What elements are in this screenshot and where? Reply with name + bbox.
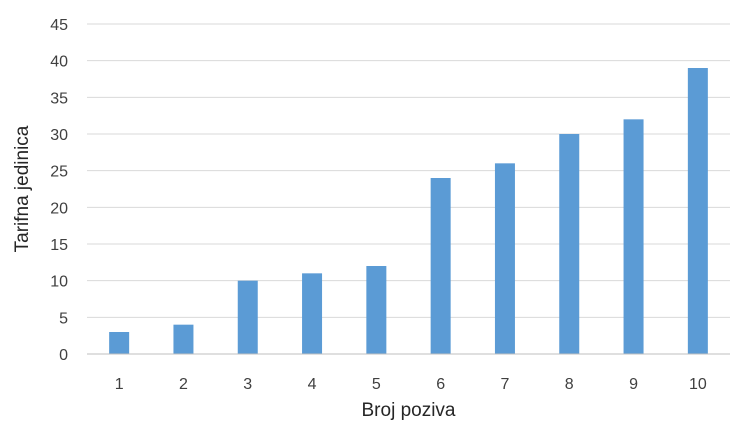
x-tick-label: 4 (308, 376, 317, 393)
gridlines (87, 23, 730, 318)
bar-3 (237, 280, 258, 354)
bar-7 (494, 163, 515, 354)
x-axis-ticks: 1 2 3 4 5 6 7 8 9 10 (115, 376, 707, 393)
y-tick-label: 15 (50, 237, 68, 254)
x-tick-label: 6 (436, 376, 445, 393)
y-tick-label: 10 (50, 274, 68, 291)
bar-1 (109, 332, 130, 354)
y-tick-label: 20 (50, 200, 68, 217)
y-tick-label: 25 (50, 164, 68, 181)
x-tick-label: 10 (689, 376, 707, 393)
bar-10 (687, 68, 708, 354)
bar-5 (366, 266, 387, 354)
x-tick-label: 9 (629, 376, 638, 393)
y-tick-label: 40 (50, 54, 68, 71)
y-tick-label: 45 (50, 17, 68, 34)
y-tick-label: 0 (59, 347, 68, 364)
x-axis-title: Broj poziva (362, 400, 456, 421)
bar-4 (302, 273, 323, 354)
y-axis-ticks: 0 5 10 15 20 25 30 35 40 45 (50, 17, 68, 364)
x-tick-label: 5 (372, 376, 381, 393)
y-tick-label: 35 (50, 90, 68, 107)
bar-8 (559, 134, 580, 354)
bar-9 (623, 119, 644, 354)
y-tick-label: 5 (59, 310, 68, 327)
x-tick-label: 2 (179, 376, 188, 393)
bar-2 (173, 324, 194, 354)
bar-6 (430, 178, 451, 354)
bars (109, 68, 708, 354)
x-tick-label: 1 (115, 376, 124, 393)
y-tick-label: 30 (50, 127, 68, 144)
x-tick-label: 8 (565, 376, 574, 393)
x-tick-label: 3 (243, 376, 252, 393)
x-tick-label: 7 (500, 376, 509, 393)
y-axis-title: Tarifna jedinica (12, 125, 33, 252)
